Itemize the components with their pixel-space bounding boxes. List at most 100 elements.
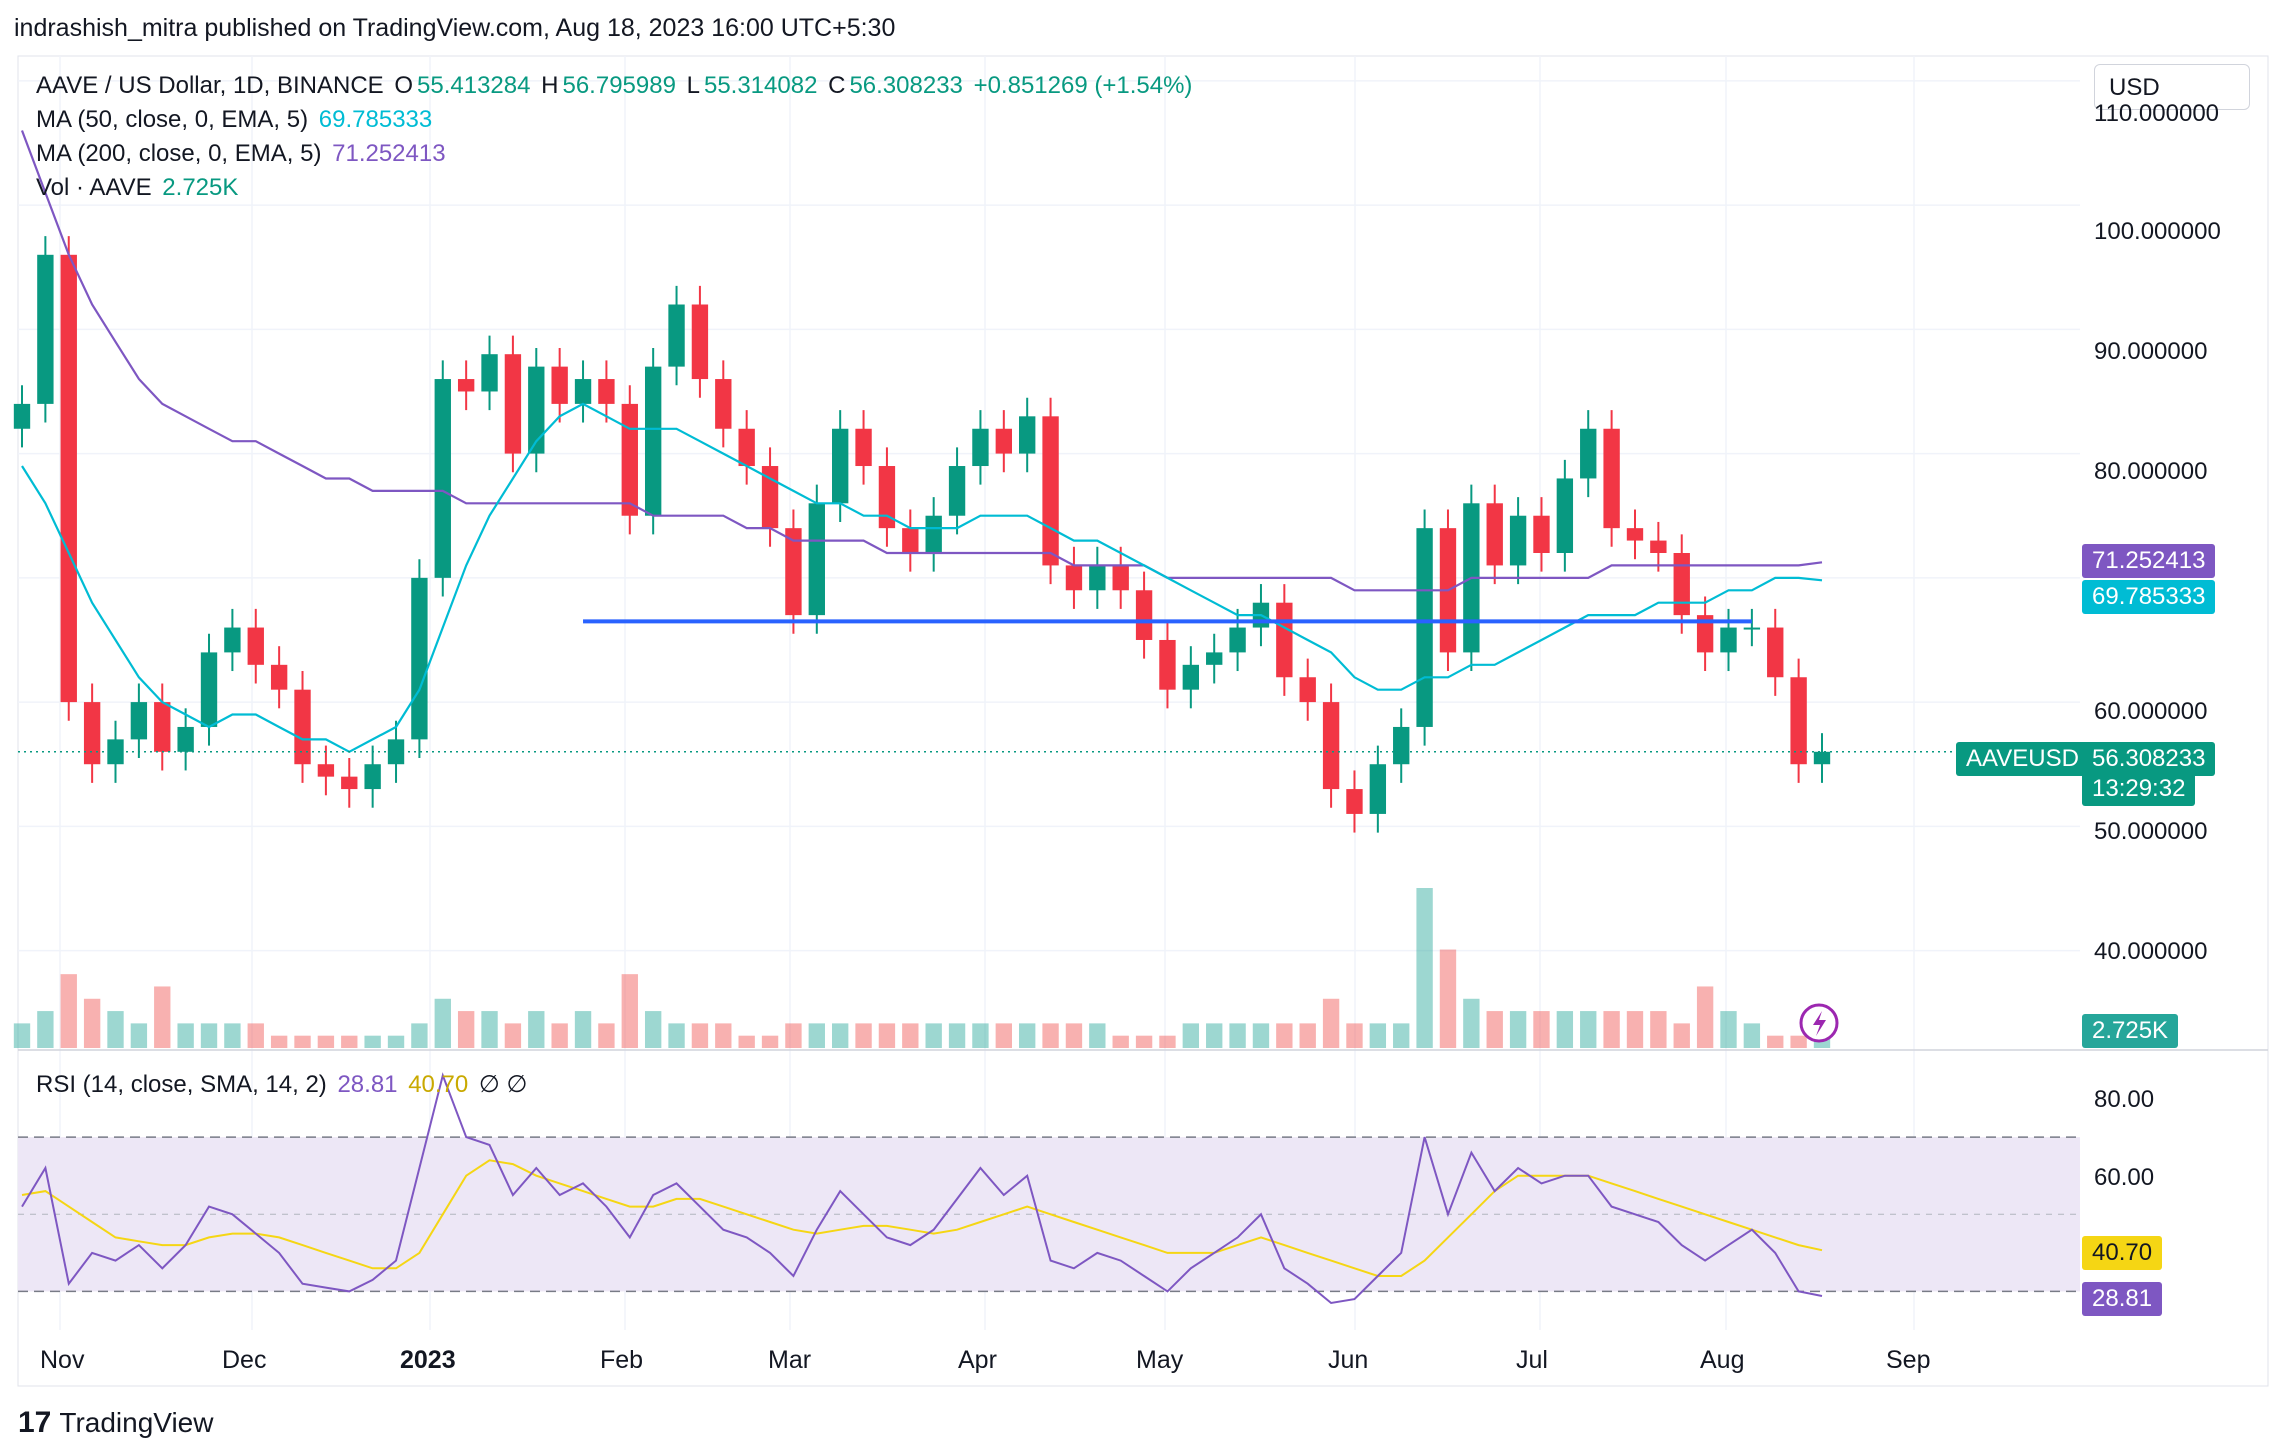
volume-bar [1346, 1023, 1363, 1048]
candle-body [1509, 515, 1527, 566]
candle-body [902, 528, 919, 553]
volume-bar [1463, 998, 1480, 1048]
volume-bar [294, 1035, 311, 1048]
volume-bar [1486, 1011, 1503, 1048]
ma200-line [20, 130, 1823, 592]
volume-bar [1556, 1011, 1574, 1048]
volume-bar [715, 1023, 732, 1048]
x-tick: Apr [958, 1346, 997, 1374]
candle-body [855, 428, 872, 467]
chart-border [17, 55, 2269, 1387]
close-label: C [828, 72, 846, 99]
ma50-legend[interactable]: MA (50, close, 0, EMA, 5) 69.785333 [36, 106, 436, 134]
symbol-legend[interactable]: AAVE / US Dollar, 1D, BINANCE O 55.413284… [36, 72, 1196, 100]
last-price-tag: 56.308233 [2082, 742, 2216, 776]
candle-body [1743, 627, 1761, 630]
symbol-title: AAVE / US Dollar, 1D, BINANCE [36, 72, 384, 99]
rsi-tag: 28.81 [2082, 1282, 2163, 1316]
candle-body [1533, 515, 1550, 553]
candle-body [995, 428, 1012, 454]
volume-bar [1135, 1035, 1153, 1048]
volume-bar [738, 1035, 755, 1048]
volume-bar [1696, 986, 1714, 1048]
candle-body [1276, 602, 1293, 678]
ma200-label: MA (200, close, 0, EMA, 5) [36, 140, 322, 167]
candle-body [972, 428, 989, 467]
volume-bar [504, 1023, 522, 1048]
candle-body [481, 354, 498, 392]
candle-body [1299, 677, 1316, 703]
volume-bar [1229, 1023, 1246, 1048]
candle-body [691, 304, 709, 380]
price-tick: 40.000000 [2094, 938, 2208, 965]
volume-bar [457, 1011, 475, 1048]
volume-bar [317, 1035, 335, 1048]
candle-body [1182, 664, 1200, 690]
rsi-label: RSI (14, close, SMA, 14, 2) [36, 1071, 327, 1098]
candle-body [457, 379, 475, 392]
volume-bar [1580, 1011, 1597, 1048]
volume-bar [1509, 1011, 1527, 1048]
candle-body [1206, 652, 1223, 665]
candle-body [528, 366, 545, 454]
ma50-value: 69.785333 [318, 106, 433, 133]
volume-bar [761, 1035, 779, 1048]
low-label: L [686, 72, 700, 99]
volume-bar [13, 1023, 31, 1048]
candle-body [1580, 428, 1597, 479]
volume-bar [1065, 1023, 1083, 1048]
volume-bar [1673, 1023, 1690, 1048]
candle-body [1767, 627, 1784, 678]
volume-bar [1533, 1011, 1550, 1048]
x-tick: Jul [1516, 1346, 1548, 1374]
volume-bar [644, 1011, 662, 1048]
rsi-sma-value: 40.70 [408, 1071, 469, 1098]
volume-bar [200, 1023, 218, 1048]
candle-body [948, 466, 966, 516]
volume-bar [551, 1023, 568, 1048]
ma200-value: 71.252413 [332, 140, 446, 167]
volume-bar [481, 1011, 498, 1048]
candle-body [270, 664, 288, 690]
candle-body [200, 652, 218, 727]
volume-bar [668, 1023, 685, 1048]
candle-body [1650, 540, 1667, 553]
candle-body [1486, 503, 1503, 566]
volume-bar [1322, 998, 1340, 1048]
candle-body [1556, 478, 1574, 553]
volume-value: 2.725K [162, 174, 239, 201]
ma50-label: MA (50, close, 0, EMA, 5) [36, 106, 309, 133]
candle-body [598, 379, 615, 404]
volume-bar [528, 1011, 545, 1048]
candle-body [621, 403, 638, 516]
currency-button[interactable]: USD [2094, 64, 2250, 110]
volume-bar [364, 1035, 381, 1048]
candle-body [364, 764, 381, 790]
candle-body [154, 702, 171, 752]
volume-bar [948, 1023, 966, 1048]
volume-bar [130, 1023, 148, 1048]
x-tick: Nov [40, 1346, 85, 1374]
open-value: 55.413284 [417, 72, 531, 99]
tradingview-mark: 17 [18, 1406, 52, 1439]
ma50-line [21, 402, 1823, 754]
candle-body [1322, 702, 1340, 790]
volume-legend[interactable]: Vol · AAVE 2.725K [36, 174, 242, 202]
rsi-line [21, 1072, 1823, 1305]
volume-bar [1276, 1023, 1293, 1048]
volume-bar [1299, 1023, 1316, 1048]
volume-bar [1252, 1023, 1270, 1048]
volume-bar [1650, 1011, 1667, 1048]
tradingview-logo[interactable]: 17 TradingView [18, 1406, 213, 1440]
volume-bar [1626, 1011, 1644, 1048]
volume-bar [878, 1023, 896, 1048]
price-tick: 80.000000 [2094, 458, 2208, 485]
volume-bar [1369, 1023, 1387, 1048]
rsi-legend[interactable]: RSI (14, close, SMA, 14, 2) 28.81 40.70 … [36, 1070, 531, 1099]
ma200-legend[interactable]: MA (200, close, 0, EMA, 5) 71.252413 [36, 140, 450, 168]
volume-bar [1439, 949, 1457, 1048]
volume-bar [972, 1023, 989, 1048]
volume-bar [60, 974, 77, 1048]
x-tick: Mar [768, 1346, 812, 1374]
